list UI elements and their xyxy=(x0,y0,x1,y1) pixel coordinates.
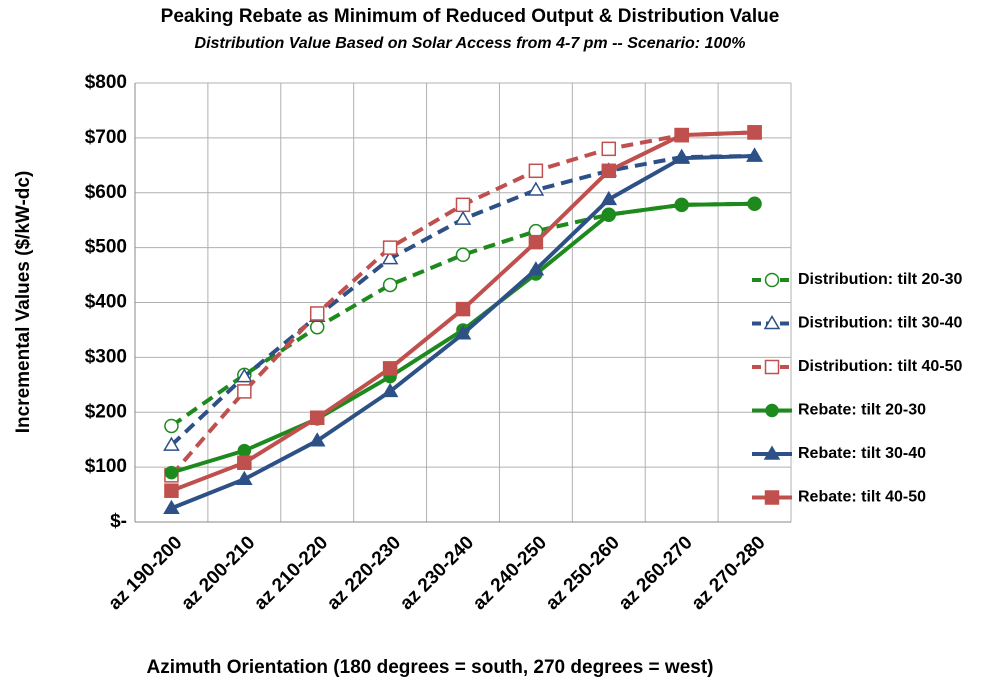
data-point xyxy=(747,125,762,140)
legend-label: Rebate: tilt 30-40 xyxy=(798,445,926,462)
legend-marker xyxy=(764,272,780,288)
data-point xyxy=(381,250,399,265)
data-point xyxy=(382,240,398,255)
y-axis-title: Incremental Values ($/kW-dc) xyxy=(13,171,34,434)
x-tick-label: az 200-210 xyxy=(177,532,259,614)
data-point xyxy=(454,210,472,225)
legend-label: Distribution: tilt 40-50 xyxy=(798,358,963,375)
y-tick-label: $400 xyxy=(85,292,127,313)
data-point xyxy=(309,306,325,321)
y-tick-label: $- xyxy=(110,511,127,532)
x-tick-label: az 260-270 xyxy=(615,532,697,614)
x-tick-label: az 240-250 xyxy=(469,532,551,614)
x-tick-label: az 190-200 xyxy=(104,532,186,614)
data-point xyxy=(527,261,545,276)
data-point xyxy=(237,443,252,458)
data-point xyxy=(381,382,399,398)
legend-label: Distribution: tilt 20-30 xyxy=(798,271,963,288)
data-point xyxy=(601,141,617,157)
y-tick-label: $700 xyxy=(85,127,127,148)
chart-subtitle: Distribution Value Based on Solar Access… xyxy=(195,35,746,52)
x-axis-title: Azimuth Orientation (180 degrees = south… xyxy=(146,657,713,678)
data-point xyxy=(236,470,253,485)
data-point xyxy=(455,301,471,317)
data-point xyxy=(674,198,689,212)
data-point xyxy=(600,190,618,206)
data-point xyxy=(528,163,544,179)
data-point xyxy=(602,207,616,222)
data-point xyxy=(527,181,545,196)
y-tick-label: $200 xyxy=(85,401,127,422)
data-point xyxy=(237,455,252,470)
data-point xyxy=(237,384,252,399)
data-point xyxy=(601,163,617,179)
legend-label: Distribution: tilt 30-40 xyxy=(798,315,963,332)
data-point xyxy=(674,127,689,143)
legend-marker xyxy=(763,315,781,330)
y-tick-label: $300 xyxy=(85,346,127,367)
data-point xyxy=(164,418,179,434)
legend-marker xyxy=(764,359,780,375)
data-point xyxy=(163,436,180,451)
data-point xyxy=(747,196,762,211)
data-point xyxy=(455,197,471,213)
data-point xyxy=(382,277,398,293)
data-point xyxy=(746,147,763,162)
legend-marker xyxy=(764,490,780,505)
legend-label: Rebate: tilt 20-30 xyxy=(798,402,926,419)
data-point xyxy=(673,149,690,164)
legend-marker xyxy=(763,445,781,460)
y-tick-label: $100 xyxy=(85,456,127,477)
y-tick-label: $600 xyxy=(85,182,127,203)
data-point xyxy=(528,234,544,250)
chart-title: Peaking Rebate as Minimum of Reduced Out… xyxy=(161,6,780,27)
y-tick-label: $800 xyxy=(85,72,127,93)
data-point xyxy=(382,361,398,376)
y-tick-label: $500 xyxy=(85,237,127,258)
x-tick-label: az 230-240 xyxy=(396,532,478,614)
data-point xyxy=(455,247,471,263)
data-point xyxy=(164,465,179,480)
data-point xyxy=(309,319,325,335)
x-tick-label: az 250-260 xyxy=(542,532,624,614)
data-point xyxy=(236,368,253,383)
data-point xyxy=(163,499,180,515)
data-point xyxy=(454,325,472,340)
data-point xyxy=(309,410,325,425)
legend-marker xyxy=(765,403,779,418)
x-tick-label: az 270-280 xyxy=(688,532,770,614)
x-tick-label: az 220-230 xyxy=(323,532,405,614)
data-point xyxy=(308,432,326,447)
x-tick-label: az 210-220 xyxy=(250,532,332,614)
data-point xyxy=(164,483,179,498)
legend-label: Rebate: tilt 40-50 xyxy=(798,489,926,506)
